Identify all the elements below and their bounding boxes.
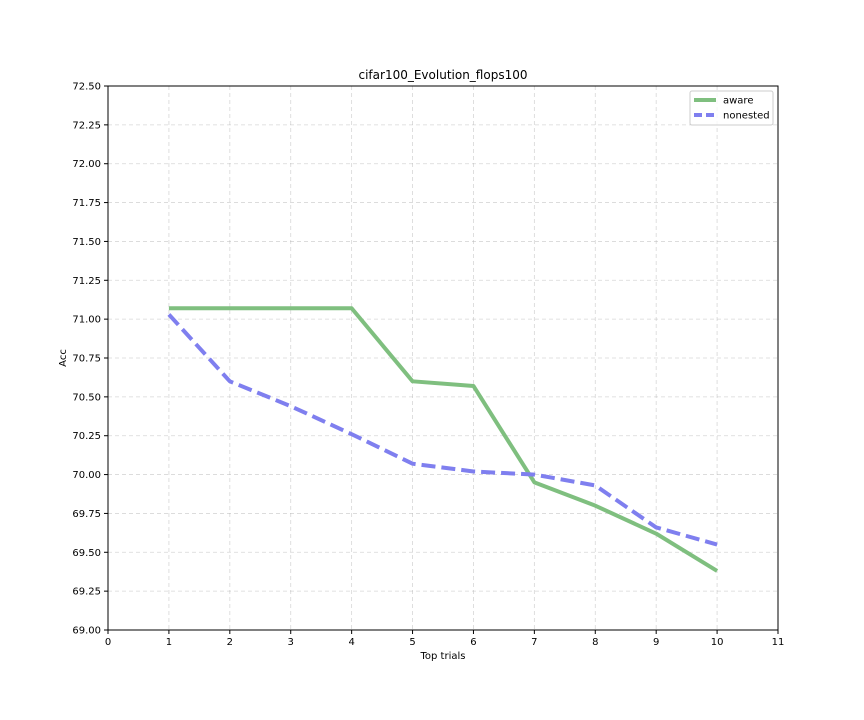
y-tick-label: 71.00 — [72, 315, 101, 326]
legend: aware nonested — [689, 90, 774, 126]
y-tick-label: 72.50 — [72, 82, 101, 93]
y-tick-label: 72.00 — [72, 159, 101, 170]
y-tick-label: 69.00 — [72, 626, 101, 637]
y-tick-label: 71.25 — [72, 276, 101, 287]
y-tick-label: 69.75 — [72, 509, 101, 520]
series-lines — [167, 306, 719, 573]
legend-label-aware: aware — [723, 96, 753, 107]
y-tick-label: 71.50 — [72, 237, 101, 248]
x-tick-label: 11 — [772, 637, 785, 648]
y-tick-label: 70.25 — [72, 431, 101, 442]
y-tick-label: 70.75 — [72, 354, 101, 365]
y-tick-label: 69.25 — [72, 587, 101, 598]
x-tick-label: 1 — [166, 637, 172, 648]
x-tick-label: 6 — [470, 637, 476, 648]
x-tick-label: 7 — [531, 637, 537, 648]
y-tick-label: 70.00 — [72, 470, 101, 481]
y-tick-label: 70.50 — [72, 392, 101, 403]
axis-ticks: 0 1 2 3 4 5 6 7 8 9 10 11 69.00 69.25 69.50 69.75 70.00 7… — [72, 82, 784, 649]
legend-label-nonested: nonested — [723, 111, 770, 122]
x-tick-label: 8 — [592, 637, 598, 648]
x-tick-label: 3 — [288, 637, 294, 648]
x-tick-label: 2 — [227, 637, 233, 648]
series-line-nonested — [167, 313, 718, 547]
x-tick-label: 9 — [653, 637, 659, 648]
y-tick-label: 69.50 — [72, 548, 101, 559]
series-line-aware — [168, 306, 719, 573]
y-tick-label: 71.75 — [72, 198, 101, 209]
x-axis-title: Top trials — [420, 651, 466, 662]
x-tick-label: 10 — [711, 637, 724, 648]
y-tick-label: 72.25 — [72, 120, 101, 131]
x-tick-label: 0 — [105, 637, 111, 648]
y-axis-title: Acc — [58, 349, 69, 367]
x-tick-label: 4 — [348, 637, 354, 648]
x-tick-label: 5 — [409, 637, 415, 648]
chart-title: cifar100_Evolution_flops100 — [359, 68, 528, 82]
